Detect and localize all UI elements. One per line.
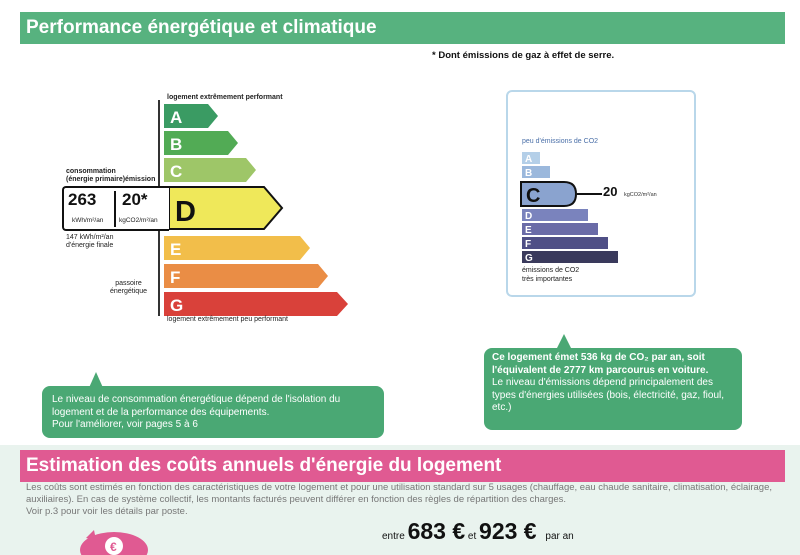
cost-low: 683 € xyxy=(407,518,466,544)
co2-class-c-letter: C xyxy=(526,185,540,207)
co2-emission-sentence: Ce logement émet 536 kg de CO₂ par an, s… xyxy=(492,352,709,376)
energy-class-d-bar xyxy=(168,186,284,230)
energy-top-label: logement extrêmement performant xyxy=(167,94,283,101)
co2-class-d-bar xyxy=(522,209,588,221)
svg-text:€: € xyxy=(110,540,117,554)
energy-class-c-bar xyxy=(164,158,256,182)
section-title-performance: Performance énergétique et climatique xyxy=(20,12,785,44)
energy-scale-graphic: A B C D E F G xyxy=(164,104,348,316)
co2-unit: kgCO2/m²/an xyxy=(624,192,657,198)
value-box-divider xyxy=(114,191,116,227)
costs-note: Les coûts sont estimés en fonction des c… xyxy=(26,482,773,517)
co2-top-label: peu d'émissions de CO2 xyxy=(522,138,599,145)
co2-class-a-bar xyxy=(522,152,540,164)
energy-class-b-letter: B xyxy=(170,135,182,154)
co2-class-b-bar xyxy=(522,166,550,178)
cost-et: et xyxy=(467,531,477,542)
energy-class-g-letter: G xyxy=(170,296,183,315)
cost-entre: entre xyxy=(382,531,405,542)
section-title-costs: Estimation des coûts annuels d'énergie d… xyxy=(20,450,785,482)
energy-class-a-bar xyxy=(164,104,218,128)
emission-header: émission xyxy=(125,176,156,183)
energy-class-a-letter: A xyxy=(170,108,182,127)
co2-class-b-letter: B xyxy=(525,168,532,179)
co2-scale-panel: peu d'émissions de CO2 A B C D E F G 20 … xyxy=(506,90,696,297)
bubble-right-pointer xyxy=(556,334,572,350)
co2-class-f-letter: F xyxy=(525,239,531,250)
cost-range: entre 683 € et 923 € par an xyxy=(382,518,574,545)
co2-scale-graphic: A B C D E F G xyxy=(520,152,618,264)
co2-class-d-letter: D xyxy=(525,211,532,222)
bubble-energy-info: Le niveau de consommation énergétique dé… xyxy=(42,386,384,438)
co2-class-c-bar xyxy=(520,181,578,207)
cost-high: 923 € xyxy=(479,518,537,544)
co2-class-a-letter: A xyxy=(525,154,532,165)
co2-emission-explanation: Le niveau d'émissions dépend principalem… xyxy=(492,377,725,413)
emission-unit: kgCO2/m²/an xyxy=(119,217,158,224)
energy-class-e-letter: E xyxy=(170,240,181,259)
passoire-label: passoire énergétique xyxy=(110,280,147,295)
energy-class-g-bar xyxy=(164,292,348,316)
consumption-value: 263 xyxy=(68,190,97,209)
energy-class-f-bar xyxy=(164,264,328,288)
energy-class-e-bar xyxy=(164,236,310,260)
bubble-left-pointer xyxy=(88,372,104,390)
final-energy-label: 147 kWh/m²/an d'énergie finale xyxy=(66,234,114,249)
co2-class-f-bar xyxy=(522,237,608,249)
bubble-co2-info: Ce logement émet 536 kg de CO₂ par an, s… xyxy=(484,348,742,430)
emission-value: 20* xyxy=(122,190,148,209)
energy-value-box: 263 kWh/m²/an 20* kgCO2/m²/an xyxy=(62,186,169,231)
co2-class-e-letter: E xyxy=(525,225,532,236)
energy-class-d-letter: D xyxy=(175,196,196,228)
consumption-header: consommation (énergie primaire) xyxy=(66,168,126,183)
co2-value: 20 xyxy=(603,184,618,199)
energy-class-c-letter: C xyxy=(170,162,182,181)
co2-class-g-letter: G xyxy=(525,253,533,264)
consumption-unit: kWh/m²/an xyxy=(72,217,104,224)
co2-bottom-label: émissions de CO2 très importantes xyxy=(522,267,580,283)
co2-class-e-bar xyxy=(522,223,598,235)
cost-par-an: par an xyxy=(545,531,574,542)
co2-class-g-bar xyxy=(522,251,618,263)
energy-bottom-label: logement extrêmement peu performant xyxy=(167,316,289,323)
energy-class-f-letter: F xyxy=(170,268,180,287)
piggy-bank-icon: € xyxy=(80,530,148,555)
footnote: * Dont émissions de gaz à effet de serre… xyxy=(432,50,615,61)
energy-class-b-bar xyxy=(164,131,238,155)
